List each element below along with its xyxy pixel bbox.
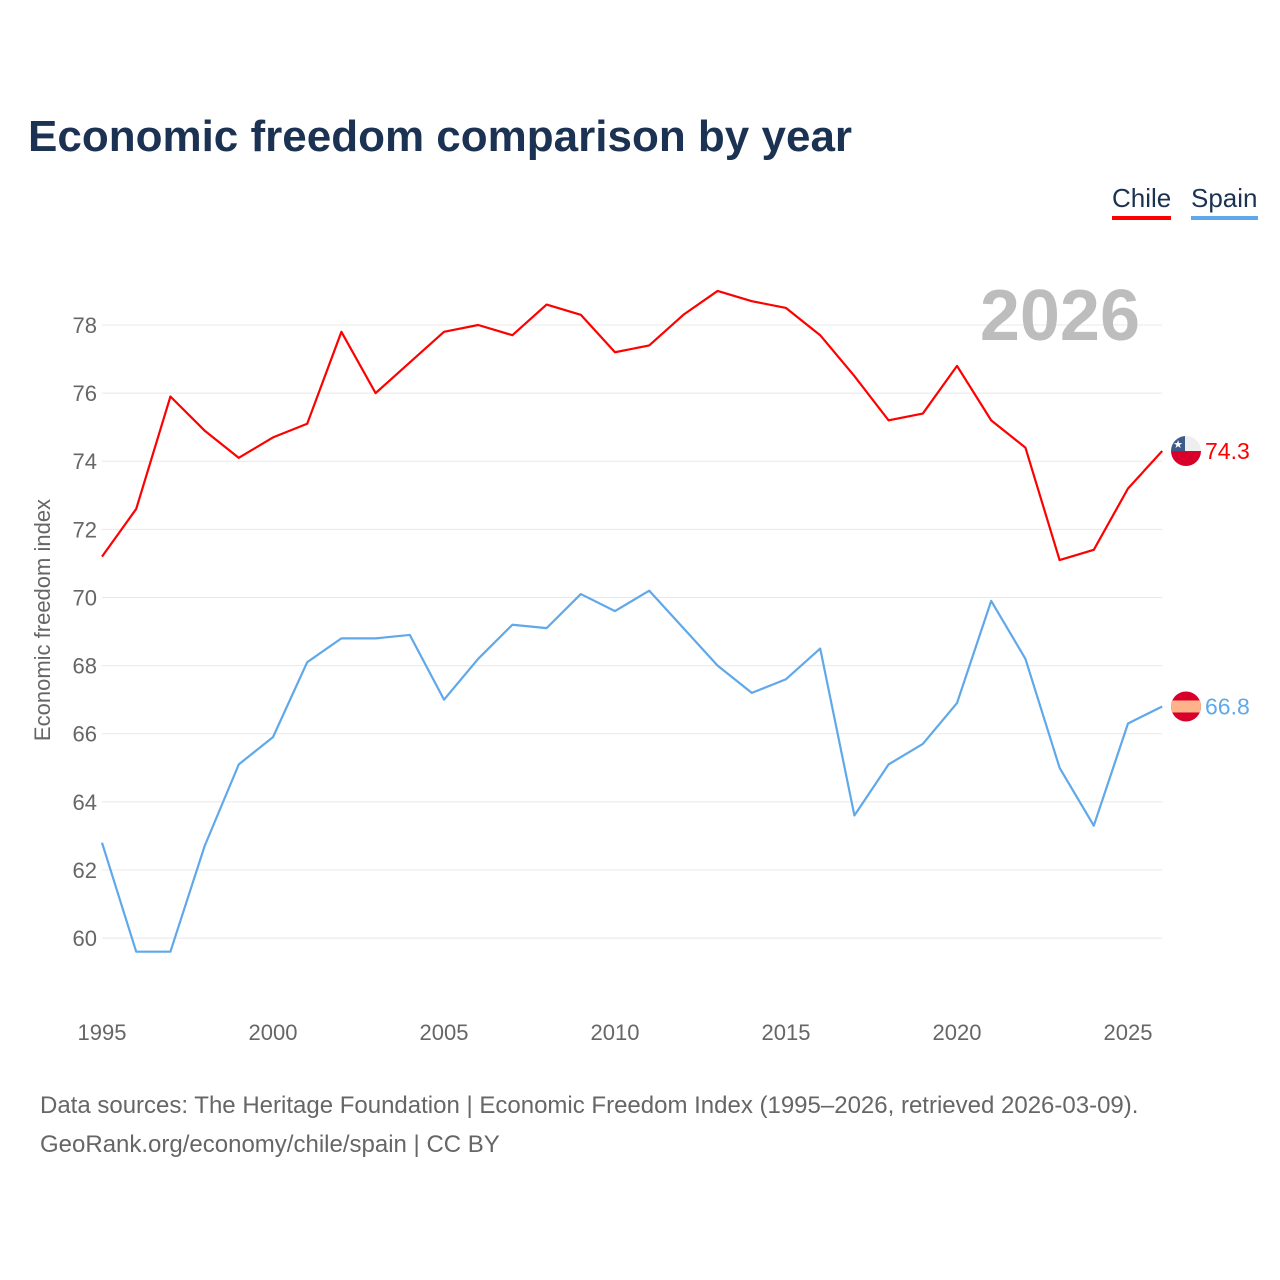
x-tick-label: 2000 xyxy=(249,1020,298,1045)
x-tick-label: 1995 xyxy=(78,1020,127,1045)
y-tick-label: 74 xyxy=(73,449,97,474)
flag-yellow xyxy=(1171,700,1201,713)
series-line-spain xyxy=(100,589,1163,953)
end-label-spain: 66.8 xyxy=(1205,693,1250,719)
x-tick-label: 2025 xyxy=(1104,1020,1153,1045)
legend-spain[interactable]: Spain xyxy=(1191,183,1258,220)
x-tick-label: 2020 xyxy=(933,1020,982,1045)
flag-body: ★ xyxy=(1171,436,1201,467)
legend-chile[interactable]: Chile xyxy=(1112,183,1172,220)
source-note: Data sources: The Heritage Foundation | … xyxy=(40,1086,1138,1164)
star-icon: ★ xyxy=(1173,439,1183,451)
flag-icon-chile: ★ xyxy=(1171,436,1201,467)
y-tick-label: 66 xyxy=(73,722,97,747)
end-label-chile: 74.3 xyxy=(1205,438,1250,464)
y-tick-label: 72 xyxy=(73,517,97,542)
source-line-1: Data sources: The Heritage Foundation | … xyxy=(40,1092,1139,1119)
y-axis-label: Economic freedom index xyxy=(30,499,55,741)
year-watermark: 2026 xyxy=(980,276,1140,356)
chart-title: Economic freedom comparison by year xyxy=(28,112,853,161)
y-tick-label: 64 xyxy=(73,790,97,815)
flag-red xyxy=(1171,451,1201,467)
flag-icon-spain xyxy=(1171,691,1201,722)
series-line-chile xyxy=(101,289,1164,562)
y-tick-label: 60 xyxy=(73,926,97,951)
flag-body xyxy=(1171,691,1201,722)
x-tick-label: 2005 xyxy=(420,1020,469,1045)
source-line-2[interactable]: GeoRank.org/economy/chile/spain | CC BY xyxy=(40,1131,500,1158)
y-tick-label: 70 xyxy=(73,585,97,610)
y-tick-label: 76 xyxy=(73,381,97,406)
y-tick-label: 68 xyxy=(73,654,97,679)
y-tick-label: 62 xyxy=(73,858,97,883)
y-tick-label: 78 xyxy=(73,313,97,338)
x-tick-label: 2010 xyxy=(591,1020,640,1045)
x-tick-label: 2015 xyxy=(762,1020,811,1045)
